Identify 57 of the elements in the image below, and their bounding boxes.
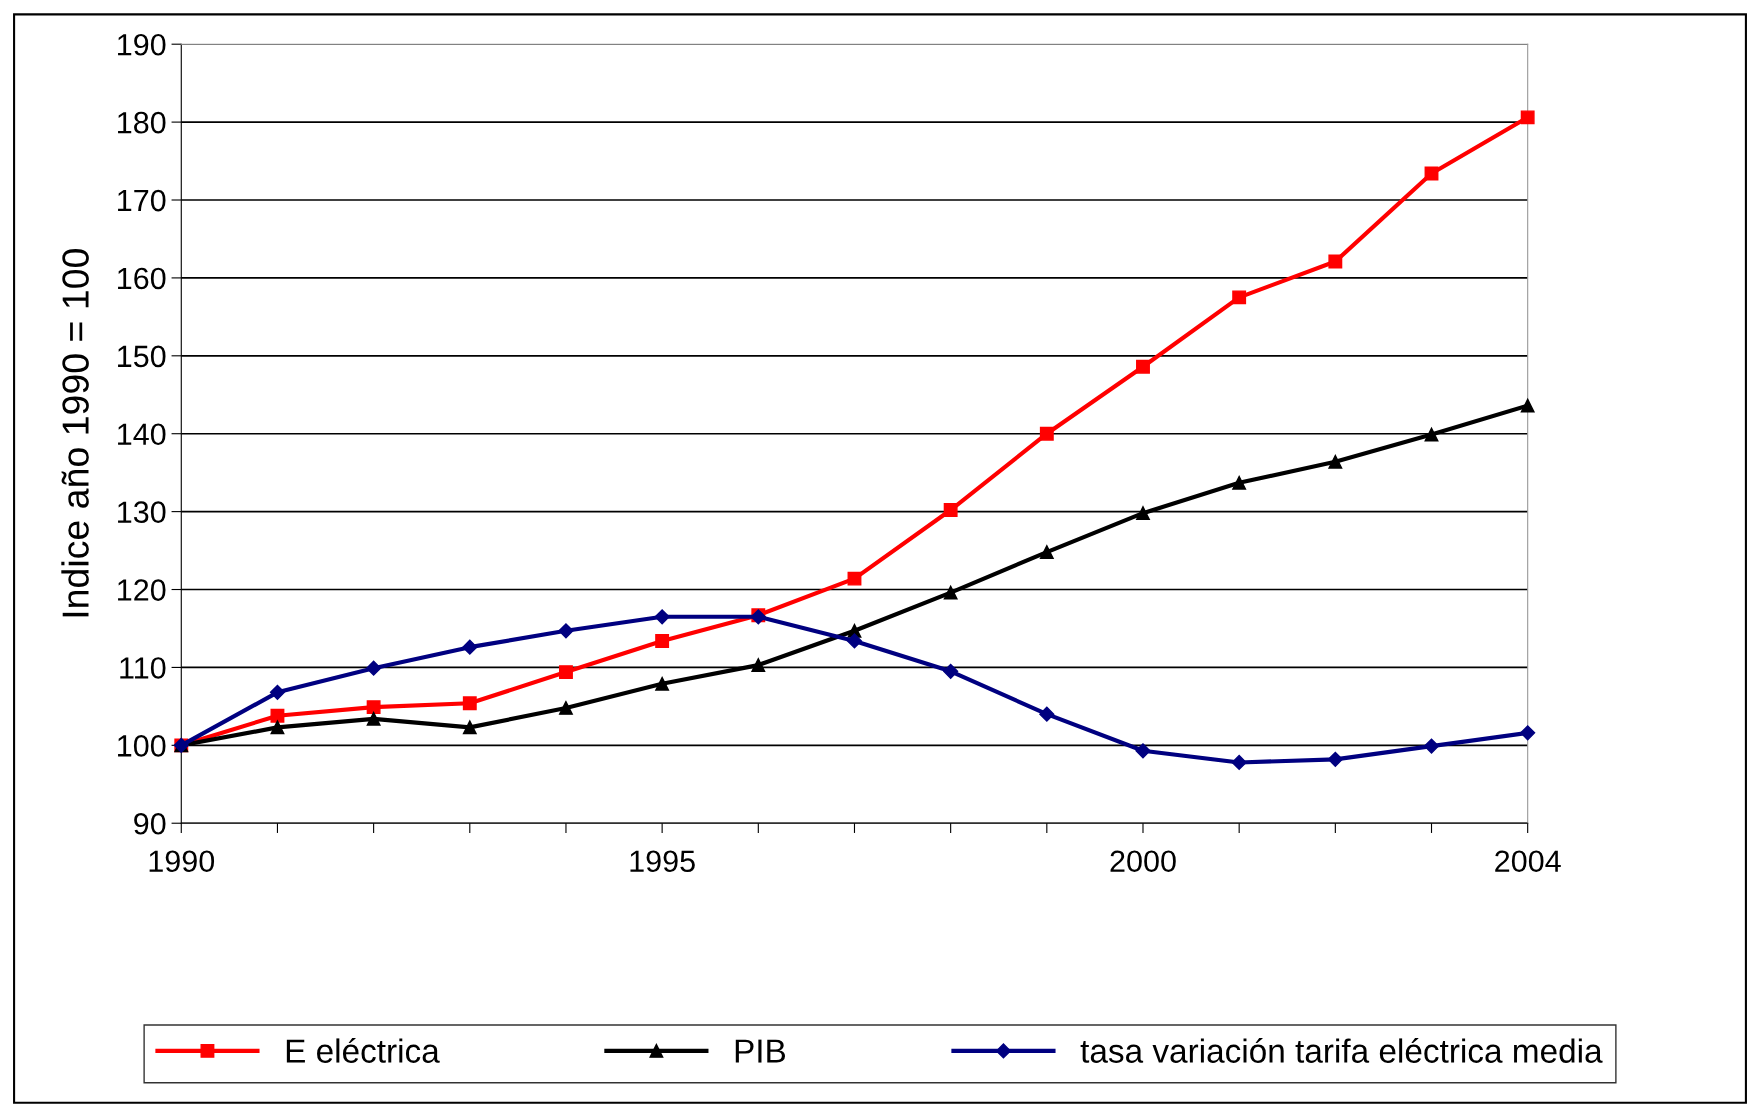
point — [1232, 475, 1247, 490]
point — [366, 700, 381, 715]
y-tick-label: 180 — [118, 111, 166, 134]
y-tick-label: 170 — [118, 189, 166, 212]
point — [559, 700, 573, 715]
x-tick-label: 1990 — [149, 850, 215, 873]
point — [1328, 254, 1343, 269]
point — [846, 633, 863, 649]
point — [558, 623, 574, 639]
point — [751, 658, 766, 673]
point — [1039, 545, 1054, 560]
point — [366, 711, 381, 726]
point — [943, 663, 959, 679]
y-tick-label: 150 — [118, 345, 166, 368]
legend-label: PIB — [735, 1039, 786, 1063]
point — [943, 585, 958, 600]
y-tick-label: 90 — [134, 812, 166, 835]
point — [655, 633, 670, 648]
point — [462, 639, 478, 655]
legend-label: E eléctrica — [286, 1038, 440, 1063]
point — [1520, 725, 1536, 741]
x-tick-label: 1995 — [630, 850, 695, 873]
point — [1424, 427, 1439, 442]
point — [559, 665, 573, 680]
y-tick-label: 130 — [118, 501, 166, 523]
point — [1327, 751, 1343, 767]
point — [943, 503, 958, 518]
y-tick-label: 120 — [118, 579, 166, 601]
point — [847, 571, 862, 586]
point — [1232, 290, 1247, 305]
point — [366, 660, 382, 676]
point — [655, 676, 670, 691]
point — [462, 720, 477, 735]
point — [1423, 738, 1440, 754]
y-tick-label: 100 — [118, 735, 166, 757]
point — [1328, 454, 1343, 469]
point — [654, 609, 670, 625]
point — [269, 684, 286, 700]
point — [1039, 706, 1055, 722]
point — [462, 696, 477, 711]
point — [1039, 426, 1054, 441]
point — [1520, 398, 1535, 413]
y-tick-label: 160 — [118, 267, 166, 290]
point — [1136, 359, 1150, 374]
legend-label: tasa variación tarifa eléctrica media — [1080, 1038, 1603, 1063]
y-tick-label: 140 — [118, 423, 166, 446]
y-tick-label: 110 — [120, 657, 166, 679]
y-tick-label: 190 — [118, 33, 166, 56]
x-tick-label: 2004 — [1495, 850, 1561, 873]
point — [270, 708, 285, 723]
point — [1135, 743, 1151, 759]
point — [270, 720, 285, 735]
x-tick-label: 2000 — [1110, 850, 1176, 873]
point — [1231, 754, 1247, 771]
point — [1136, 506, 1150, 521]
point — [1520, 110, 1535, 125]
y-axis-title: Indice año 1990 = 100 — [61, 249, 89, 617]
